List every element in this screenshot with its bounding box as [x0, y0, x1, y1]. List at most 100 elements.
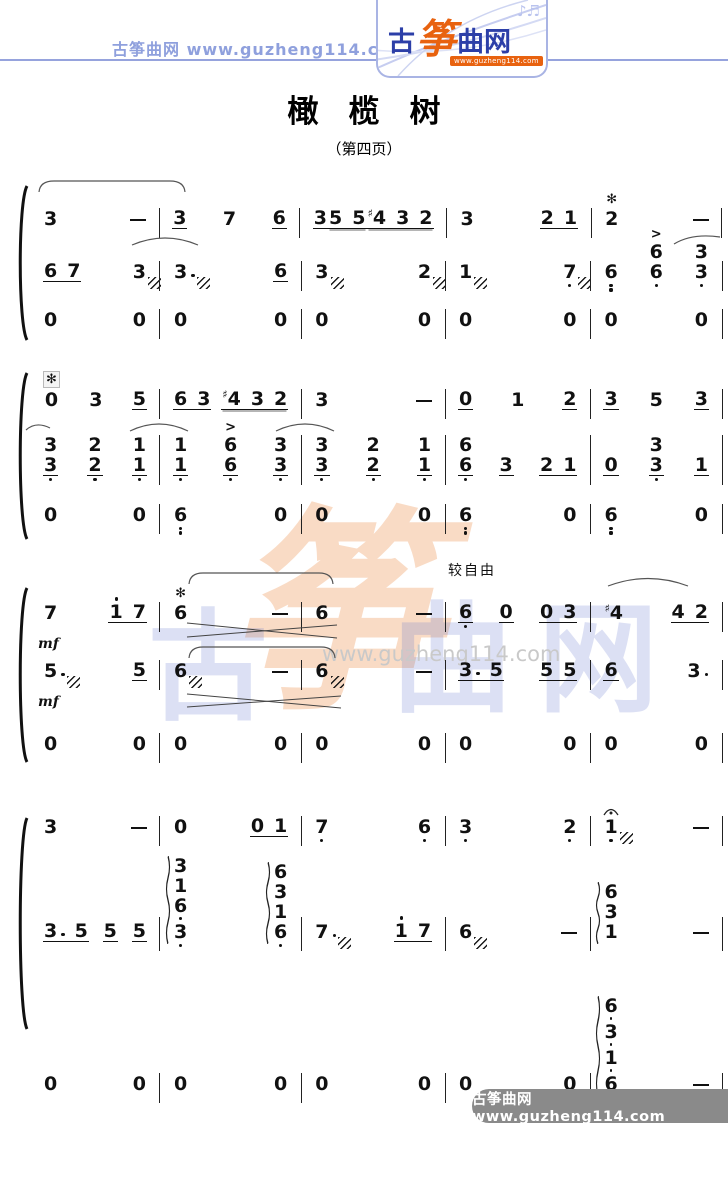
digit: 6 [224, 454, 238, 476]
header-site-label[interactable]: 古筝曲网 www.guzheng114.com [112, 40, 408, 59]
footer-banner[interactable]: 古筝曲网 www.guzheng114.com [472, 1089, 728, 1125]
digit: 0 [132, 733, 146, 755]
note-digit: 0 [43, 734, 58, 754]
digit: 5 [44, 660, 58, 682]
note-digit: 0 [250, 816, 265, 836]
measure: 3 5 5 ♯ 4 3 2 [300, 208, 447, 241]
note: 5 [131, 660, 147, 693]
note-digit: 6 [458, 435, 473, 455]
note: 0 [417, 505, 432, 537]
digit: 3 [459, 659, 473, 681]
note-digit: 3 [173, 262, 196, 282]
note-digit: 6 [223, 435, 238, 455]
measure: ✻ 2 [591, 192, 723, 241]
digit: 3 [89, 389, 103, 411]
logo-chars-quwang: 曲网 [457, 27, 511, 58]
note-digit: 6 [603, 882, 618, 902]
note-digit: 1 [132, 435, 147, 455]
flower-ornament-icon: ✻ [43, 371, 60, 388]
note-digit: 2 [540, 208, 555, 228]
digit: 6 [173, 388, 188, 410]
note-digit: 3 [498, 455, 514, 476]
octave-dot [422, 478, 427, 482]
note-digit: 6 [603, 505, 618, 525]
digit: 3 [44, 454, 58, 476]
octave-dots [371, 476, 375, 488]
octave-dots [49, 476, 53, 488]
digit: 0 [173, 309, 188, 331]
note-digit: 0 [314, 310, 329, 330]
note-digit: 2 [562, 817, 577, 837]
octave-dot [609, 839, 613, 843]
digit: 3 [315, 261, 329, 283]
tremolo-icon [433, 277, 447, 289]
octave-dot [179, 917, 182, 920]
note-digit: 0 [562, 734, 577, 754]
slur [130, 232, 200, 251]
note: 7 [314, 817, 329, 849]
note-digit: 6 [458, 505, 473, 525]
note-digit: ♯ 4 [367, 208, 388, 228]
digit: 1 [394, 920, 408, 942]
arpeggio-icon [165, 854, 171, 946]
note-digit: 3 [43, 921, 66, 941]
dash-note-bar [272, 612, 289, 615]
digit: 0 [132, 1073, 146, 1095]
note: 0 [250, 816, 265, 836]
note-digit: 7 [314, 922, 337, 942]
note: 0 [173, 817, 188, 849]
chord: >6 6 [223, 421, 239, 488]
digit: 0 [459, 733, 473, 755]
measure: 5 mf 5 [30, 660, 161, 710]
note: ♯ 4 [221, 389, 242, 409]
digit: 3 [250, 388, 265, 410]
octave-dot [137, 478, 141, 482]
digit: 0 [563, 309, 577, 331]
digit: 0 [274, 309, 288, 331]
note: 3 [173, 262, 210, 294]
logo-url-ribbon: www.guzheng114.com [450, 56, 543, 66]
digit: 6 [459, 454, 473, 476]
octave-dots [178, 476, 183, 488]
tremolo-icon [578, 277, 592, 289]
octave-dot [178, 531, 183, 535]
note-digit: 3 [314, 390, 329, 410]
logo-swirl-decoration [378, 0, 546, 76]
note-digit: 0 [173, 734, 188, 754]
note: 1 [563, 208, 578, 228]
note-digit: 0 [43, 505, 58, 525]
beam-group: ♯ 4 3 2 [366, 208, 434, 241]
site-logo[interactable]: ♪♬ 古 筝 曲网 www.guzheng114.com [376, 0, 548, 78]
note: 1 [108, 597, 123, 622]
octave-dot [279, 478, 283, 482]
digit: 7 [132, 601, 146, 623]
octave-dot [229, 478, 233, 482]
digit: 5 [132, 920, 146, 942]
digit: 3 [460, 208, 474, 230]
digit: 1 [511, 389, 525, 411]
note: 0 [132, 310, 147, 342]
note-digit: 1 [417, 435, 432, 455]
digit: 4 [227, 388, 241, 410]
note-digit: 3 [88, 390, 103, 410]
digit: 6 [417, 816, 432, 838]
beamed-notes: ♯ 4 3 2 [366, 208, 434, 229]
header-rule [0, 59, 728, 61]
digit: 6 [459, 434, 473, 456]
note: 3 [196, 389, 211, 409]
note: 0 [132, 734, 147, 766]
digit: 5 [103, 920, 117, 942]
